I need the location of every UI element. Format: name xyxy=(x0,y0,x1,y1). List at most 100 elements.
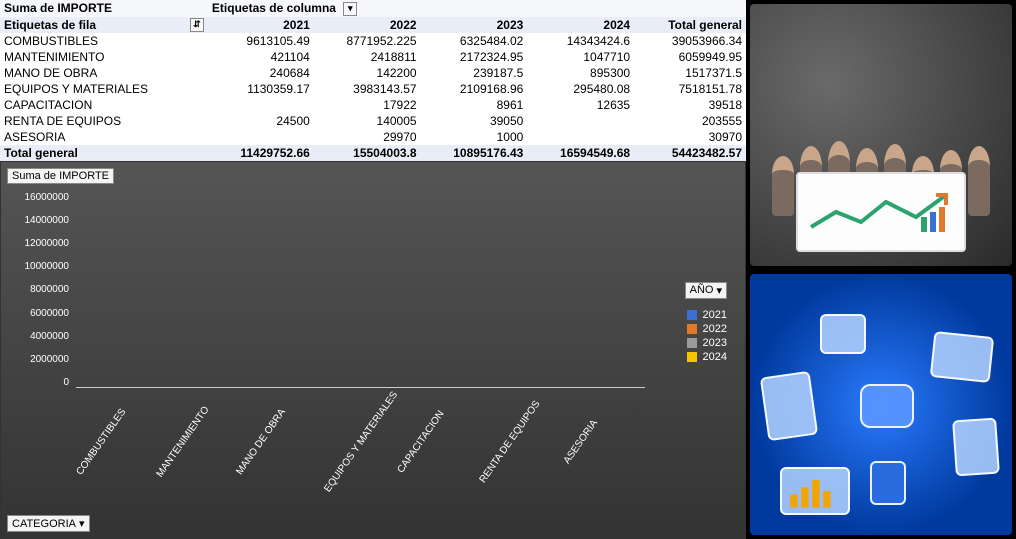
cell: 203555 xyxy=(634,113,746,129)
legend-swatch xyxy=(687,324,697,334)
table-row[interactable]: ASESORIA29970100030970 xyxy=(0,129,746,145)
row-label: COMBUSTIBLES xyxy=(0,33,208,49)
growth-chart-icon xyxy=(806,187,956,237)
left-panel: Suma de IMPORTE Etiquetas de columna ▾ E… xyxy=(0,0,746,539)
y-tick: 0 xyxy=(9,377,69,388)
y-tick: 10000000 xyxy=(9,261,69,272)
cell: 239187.5 xyxy=(421,65,528,81)
y-tick: 16000000 xyxy=(9,192,69,203)
col-total[interactable]: Total general xyxy=(634,17,746,33)
legend-item[interactable]: 2023 xyxy=(687,337,727,349)
cell: 2172324.95 xyxy=(421,49,528,65)
cell xyxy=(527,113,634,129)
chart-y-axis: 16000000 14000000 12000000 10000000 8000000 6… xyxy=(9,192,69,388)
chevron-down-icon: ▾ xyxy=(716,284,722,297)
legend-swatch xyxy=(687,352,697,362)
chart-value-chip[interactable]: Suma de IMPORTE xyxy=(7,168,114,184)
table-row[interactable]: MANO DE OBRA240684142200239187.589530015… xyxy=(0,65,746,81)
cell: 7518151.78 xyxy=(634,81,746,97)
whiteboard xyxy=(796,172,966,252)
chart-legend-title-label: AÑO xyxy=(690,284,714,296)
legend-swatch xyxy=(687,310,697,320)
total-2022: 15504003.8 xyxy=(314,145,421,161)
total-grand: 54423482.57 xyxy=(634,145,746,161)
cell: 1047710 xyxy=(527,49,634,65)
row-label: MANTENIMIENTO xyxy=(0,49,208,65)
legend-item[interactable]: 2024 xyxy=(687,351,727,363)
table-row[interactable]: COMBUSTIBLES9613105.498771952.2256325484… xyxy=(0,33,746,49)
cell: 421104 xyxy=(208,49,314,65)
cell xyxy=(208,129,314,145)
table-row[interactable]: CAPACITACION 1792289611263539518 xyxy=(0,97,746,113)
legend-label: 2022 xyxy=(703,323,727,335)
right-panel xyxy=(746,0,1016,539)
y-tick: 14000000 xyxy=(9,215,69,226)
table-row[interactable]: RENTA DE EQUIPOS2450014000539050203555 xyxy=(0,113,746,129)
cell: 24500 xyxy=(208,113,314,129)
pivot-chart[interactable]: Suma de IMPORTE CATEGORIA ▾ AÑO ▾ 160000… xyxy=(0,161,746,539)
cell: 17922 xyxy=(314,97,421,113)
row-label: CAPACITACION xyxy=(0,97,208,113)
pivot-table: Suma de IMPORTE Etiquetas de columna ▾ E… xyxy=(0,0,746,161)
table-row[interactable]: MANTENIMIENTO42110424188112172324.951047… xyxy=(0,49,746,65)
legend-item[interactable]: 2021 xyxy=(687,309,727,321)
chart-category-chip-label: CATEGORIA xyxy=(12,518,76,530)
chevron-down-icon: ▾ xyxy=(79,517,85,530)
cell xyxy=(208,97,314,113)
x-label: MANO DE OBRA xyxy=(236,398,316,409)
decorative-image-team xyxy=(750,4,1012,266)
cell: 295480.08 xyxy=(527,81,634,97)
total-2021: 11429752.66 xyxy=(208,145,314,161)
legend-swatch xyxy=(687,338,697,348)
x-label: COMBUSTIBLES xyxy=(76,398,156,409)
row-filter-button[interactable]: ⇵ xyxy=(190,18,204,32)
col-2021[interactable]: 2021 xyxy=(208,17,314,33)
cell: 3983143.57 xyxy=(314,81,421,97)
legend-item[interactable]: 2022 xyxy=(687,323,727,335)
col-2023[interactable]: 2023 xyxy=(421,17,528,33)
cell: 240684 xyxy=(208,65,314,81)
row-label: EQUIPOS Y MATERIALES xyxy=(0,81,208,97)
cell: 39518 xyxy=(634,97,746,113)
cell: 1000 xyxy=(421,129,528,145)
pivot-header-row: Etiquetas de fila ⇵ 2021 2022 2023 2024 … xyxy=(0,17,746,33)
chart-legend: 2021 2022 2023 2024 xyxy=(687,307,727,365)
cell: 6059949.95 xyxy=(634,49,746,65)
cell: 9613105.49 xyxy=(208,33,314,49)
cell: 142200 xyxy=(314,65,421,81)
y-tick: 2000000 xyxy=(9,354,69,365)
chart-baseline xyxy=(76,387,645,388)
legend-label: 2021 xyxy=(703,309,727,321)
row-label: MANO DE OBRA xyxy=(0,65,208,81)
row-field-label: Etiquetas de fila xyxy=(4,18,96,32)
value-field-label: Suma de IMPORTE xyxy=(0,0,208,17)
x-label: EQUIPOS Y MATERIALES xyxy=(316,398,396,409)
cell: 2418811 xyxy=(314,49,421,65)
y-tick: 8000000 xyxy=(9,284,69,295)
table-row[interactable]: EQUIPOS Y MATERIALES1130359.173983143.57… xyxy=(0,81,746,97)
chart-legend-title-chip[interactable]: AÑO ▾ xyxy=(685,282,727,299)
column-filter-button[interactable]: ▾ xyxy=(343,2,357,16)
y-tick: 6000000 xyxy=(9,308,69,319)
cell: 14343424.6 xyxy=(527,33,634,49)
cell: 2109168.96 xyxy=(421,81,528,97)
row-label: ASESORIA xyxy=(0,129,208,145)
cell: 8961 xyxy=(421,97,528,113)
cell: 895300 xyxy=(527,65,634,81)
cell xyxy=(527,129,634,145)
cell: 1517371.5 xyxy=(634,65,746,81)
cell: 1130359.17 xyxy=(208,81,314,97)
row-label: RENTA DE EQUIPOS xyxy=(0,113,208,129)
cell: 6325484.02 xyxy=(421,33,528,49)
y-tick: 12000000 xyxy=(9,238,69,249)
col-2024[interactable]: 2024 xyxy=(527,17,634,33)
chart-x-labels: COMBUSTIBLESMANTENIMIENTOMANO DE OBRAEQU… xyxy=(76,398,645,518)
x-label: RENTA DE EQUIPOS xyxy=(476,398,556,409)
total-2023: 10895176.43 xyxy=(421,145,528,161)
cell: 12635 xyxy=(527,97,634,113)
chart-value-chip-label: Suma de IMPORTE xyxy=(12,170,109,182)
col-2022[interactable]: 2022 xyxy=(314,17,421,33)
cell: 30970 xyxy=(634,129,746,145)
x-label: MANTENIMIENTO xyxy=(156,398,236,409)
cell: 8771952.225 xyxy=(314,33,421,49)
